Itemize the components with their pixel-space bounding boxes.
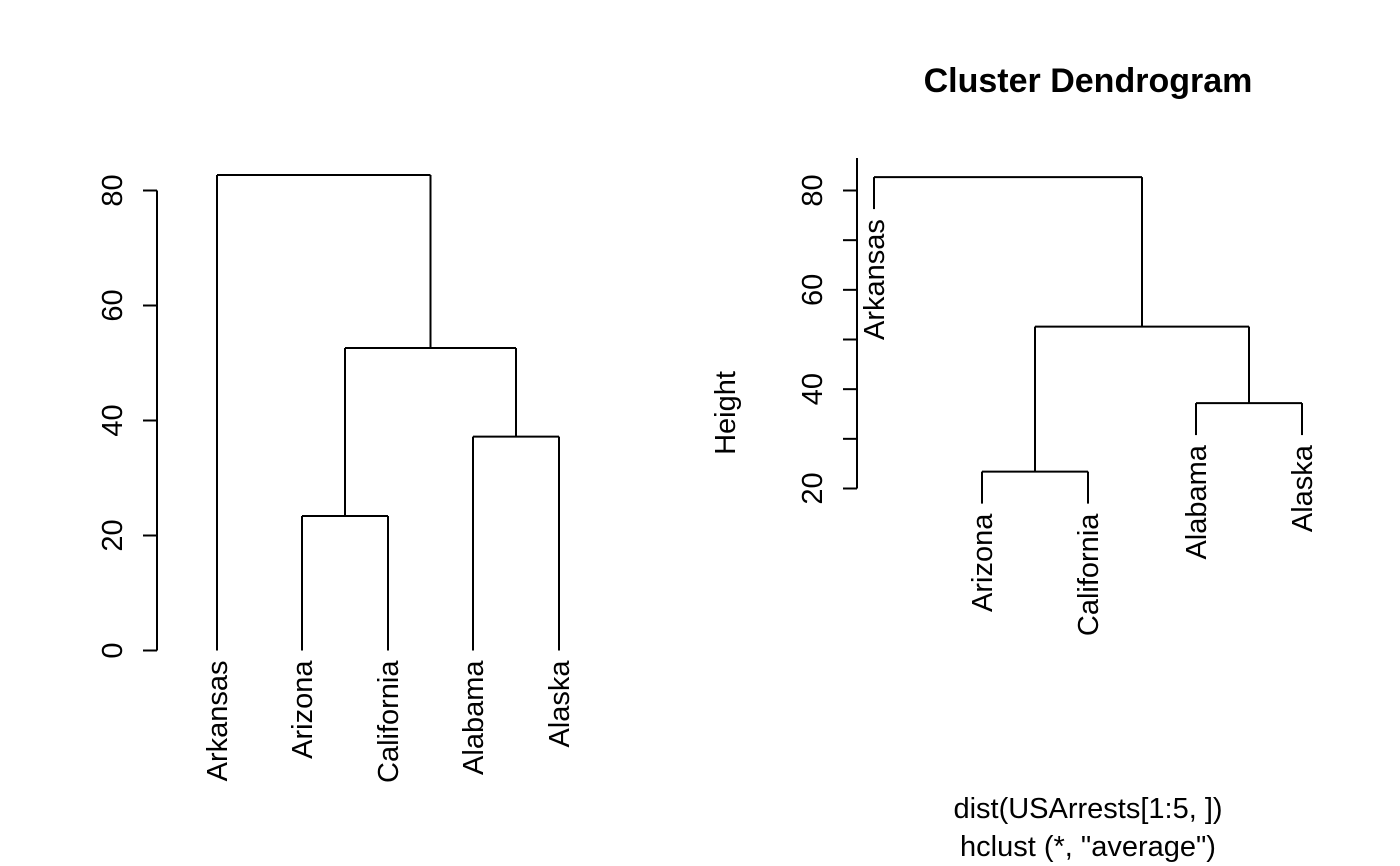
right-dendrogram-tree (873, 176, 1303, 504)
leaf-label-california: California (373, 660, 405, 783)
y-axis-title: Height (710, 371, 742, 455)
right-leaf-labels: Arkansas Arizona California Alabama Alaska (859, 219, 1319, 636)
right-y-tick-label: 80 (797, 174, 829, 206)
leaf-label-alaska: Alaska (544, 660, 576, 748)
x-axis-title: dist(USArrests[1:5, ]) (953, 793, 1222, 825)
left-y-tick-label: 20 (97, 519, 129, 551)
left-y-tick-label: 0 (97, 642, 129, 658)
left-y-tick-label: 60 (97, 289, 129, 321)
right-y-tick-label: 40 (797, 373, 829, 405)
chart-title: Cluster Dendrogram (924, 62, 1253, 100)
leaf-label-alabama: Alabama (1181, 444, 1213, 559)
leaf-label-alaska: Alaska (1287, 444, 1319, 532)
right-dendrogram: Cluster Dendrogram Height dist(USArrests… (710, 62, 1319, 863)
leaf-label-arizona: Arizona (967, 513, 999, 612)
left-y-tick-label: 40 (97, 404, 129, 436)
left-dendrogram: 0 20 40 60 80 Arkansas Arizona California Alaba… (97, 173, 576, 783)
leaf-label-arizona: Arizona (287, 660, 319, 759)
right-y-tick-label: 60 (797, 274, 829, 306)
left-leaf-labels: Arkansas Arizona California Alabama Alaska (202, 660, 576, 783)
left-y-axis: 0 20 40 60 80 (97, 174, 158, 659)
right-y-axis: 20 40 60 80 (797, 158, 858, 505)
leaf-label-alabama: Alabama (458, 660, 490, 775)
right-y-tick-label: 20 (797, 472, 829, 504)
hclust-method-subtitle: hclust (*, "average") (960, 831, 1216, 863)
leaf-label-arkansas: Arkansas (859, 219, 891, 340)
left-dendrogram-tree (216, 173, 560, 651)
left-y-tick-label: 80 (97, 174, 129, 206)
leaf-label-arkansas: Arkansas (202, 661, 234, 782)
leaf-label-california: California (1073, 513, 1105, 636)
